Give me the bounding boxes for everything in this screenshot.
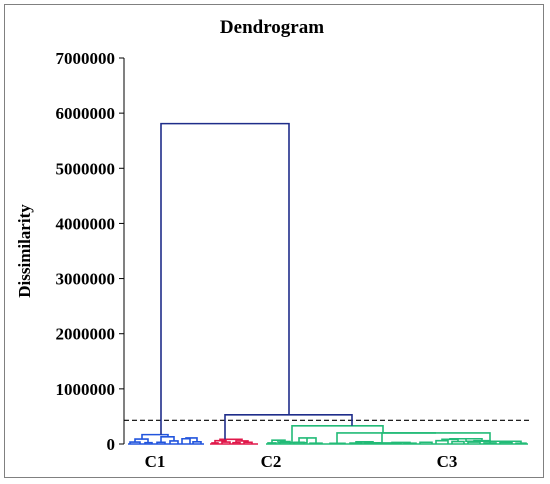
leaf-link-c2: [219, 438, 243, 441]
leaf-link-c3: [419, 441, 433, 444]
leaf-link-c3: [291, 425, 384, 443]
leaf-link-c2: [243, 441, 253, 444]
leaf-link-c3: [451, 440, 465, 444]
y-tick-label: 5000000: [56, 159, 116, 178]
cluster-label-c3: C3: [437, 452, 458, 471]
chart-title: Dendrogram: [220, 17, 324, 38]
y-axis-label: Dissimilarity: [15, 204, 34, 298]
y-tick-label: 0: [107, 435, 116, 454]
y-tick-label: 7000000: [56, 49, 116, 68]
y-tick-label: 6000000: [56, 104, 116, 123]
leaf-link-c1: [185, 437, 198, 442]
y-tick-label: 3000000: [56, 270, 116, 289]
chart-frame: [4, 4, 544, 478]
leaf-link-c3: [465, 438, 513, 443]
leaf-link-c1: [141, 433, 169, 440]
leaf-link-c1: [181, 437, 191, 444]
merge-link-c1-root: [160, 122, 290, 435]
y-tick-label: 2000000: [56, 325, 116, 344]
leaf-link-c3: [336, 432, 436, 444]
y-tick-label: 4000000: [56, 214, 116, 233]
y-tick-label: 1000000: [56, 380, 116, 399]
leaf-link-c3: [449, 437, 483, 441]
leaf-link-c3: [298, 437, 317, 444]
leaf-link-c1: [156, 441, 166, 444]
cluster-label-c2: C2: [261, 452, 282, 471]
merge-link-c2-c3: [224, 413, 353, 440]
cluster-label-c1: C1: [145, 452, 166, 471]
